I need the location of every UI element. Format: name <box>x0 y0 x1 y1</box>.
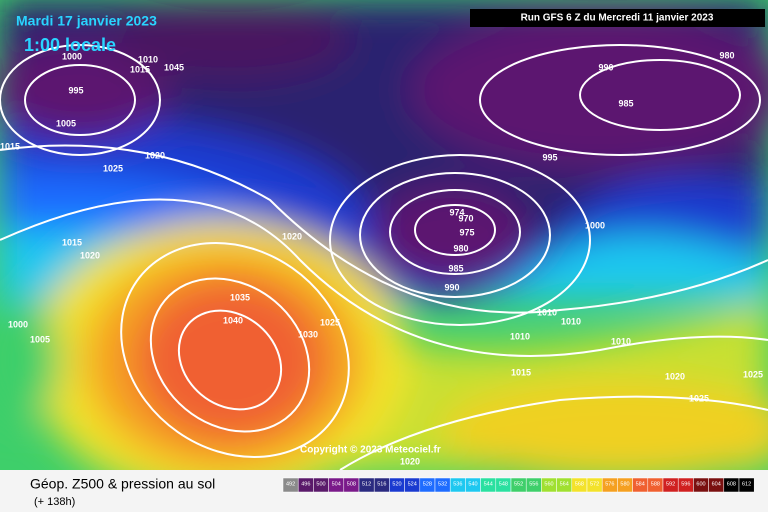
colorbar-label: 552 <box>514 481 523 487</box>
isobar-label: 1015 <box>0 141 20 151</box>
isobar-label: 1000 <box>62 51 82 61</box>
run-banner <box>470 9 765 27</box>
colorbar-label: 560 <box>544 481 553 487</box>
isobar-label: 970 <box>458 213 473 223</box>
isobar-label: 1040 <box>223 315 243 325</box>
copyright: Copyright © 2023 Meteociel.fr <box>300 445 441 456</box>
colorbar-label: 496 <box>301 481 310 487</box>
colorbar-label: 608 <box>727 481 736 487</box>
isobar-label: 1010 <box>611 336 631 346</box>
colorbar-label: 588 <box>651 481 660 487</box>
isobar-label: 1020 <box>80 250 100 260</box>
isobar-label: 1020 <box>282 231 302 241</box>
isobar-label: 1025 <box>320 317 340 327</box>
colorbar-label: 592 <box>666 481 675 487</box>
colorbar-label: 500 <box>316 481 325 487</box>
isobar-label: 974 <box>449 207 464 217</box>
isobar-label: 1030 <box>298 329 318 339</box>
colorbar-label: 508 <box>347 481 356 487</box>
colorbar-label: 524 <box>408 481 417 487</box>
isobar-label: 1020 <box>145 150 165 160</box>
isobar-label: 975 <box>459 227 474 237</box>
colorbar-label: 604 <box>712 481 721 487</box>
isobar-label: 1020 <box>665 371 685 381</box>
colorbar-label: 504 <box>332 481 341 487</box>
colorbar-label: 564 <box>560 481 569 487</box>
colorbar-label: 540 <box>468 481 477 487</box>
colorbar-label: 532 <box>438 481 447 487</box>
isobar-label: 985 <box>448 263 463 273</box>
isobar-label: 1045 <box>164 62 184 72</box>
isobar-label: 1025 <box>103 163 123 173</box>
isobar-label: 980 <box>453 243 468 253</box>
colorbar-label: 568 <box>575 481 584 487</box>
colorbar-label: 612 <box>742 481 751 487</box>
isobar-label: 1005 <box>56 118 76 128</box>
isobar-label: 1015 <box>62 237 82 247</box>
colorbar-label: 536 <box>453 481 462 487</box>
colorbar-label: 528 <box>423 481 432 487</box>
forecast-time: 1:00 locale <box>24 35 116 55</box>
colorbar-label: 516 <box>377 481 386 487</box>
footer-lead: (+ 138h) <box>34 496 75 508</box>
colorbar-label: 548 <box>499 481 508 487</box>
colorbar-label: 544 <box>484 481 493 487</box>
isobar-label: 1010 <box>537 307 557 317</box>
isobar-label: 995 <box>542 152 557 162</box>
colorbar-label: 576 <box>605 481 614 487</box>
colorbar-label: 580 <box>620 481 629 487</box>
run-info: Run GFS 6 Z du Mercredi 11 janvier 2023 <box>521 13 714 24</box>
isobar-label: 1020 <box>400 456 420 466</box>
isobar-label: 1015 <box>130 64 150 74</box>
isobar-label: 1000 <box>585 220 605 230</box>
isobar-label: 995 <box>68 85 83 95</box>
colorbar-label: 556 <box>529 481 538 487</box>
isobar-label: 1010 <box>510 331 530 341</box>
colorbar-label: 596 <box>681 481 690 487</box>
isobar-label: 1025 <box>689 393 709 403</box>
colorbar-label: 492 <box>286 481 295 487</box>
isobar-label: 980 <box>719 50 734 60</box>
isobars <box>0 44 768 471</box>
colorbar: 492 496 500 504 508 512 516 520 524 528 532 536 540 5… <box>282 477 755 493</box>
footer-title: Géop. Z500 & pression au sol <box>30 476 215 492</box>
isobar-label: 990 <box>598 62 613 72</box>
isobar-label: 1035 <box>230 292 250 302</box>
isobar-label: 1010 <box>561 316 581 326</box>
isobar-label: 1010 <box>138 54 158 64</box>
isobar-label: 1025 <box>743 369 763 379</box>
colorbar-label: 584 <box>636 481 645 487</box>
colorbar-label: 600 <box>696 481 705 487</box>
colorbar-label: 520 <box>392 481 401 487</box>
forecast-date: Mardi 17 janvier 2023 <box>16 13 157 29</box>
colorbar-label: 512 <box>362 481 371 487</box>
colorbar-swatch <box>738 477 755 493</box>
isobar-label: 1000 <box>8 319 28 329</box>
colorbar-label: 572 <box>590 481 599 487</box>
isobar-label: 1015 <box>511 367 531 377</box>
isobar-label: 990 <box>444 282 459 292</box>
isobar-label: 1005 <box>30 334 50 344</box>
map-background <box>0 0 768 500</box>
isobar-label: 985 <box>618 98 633 108</box>
